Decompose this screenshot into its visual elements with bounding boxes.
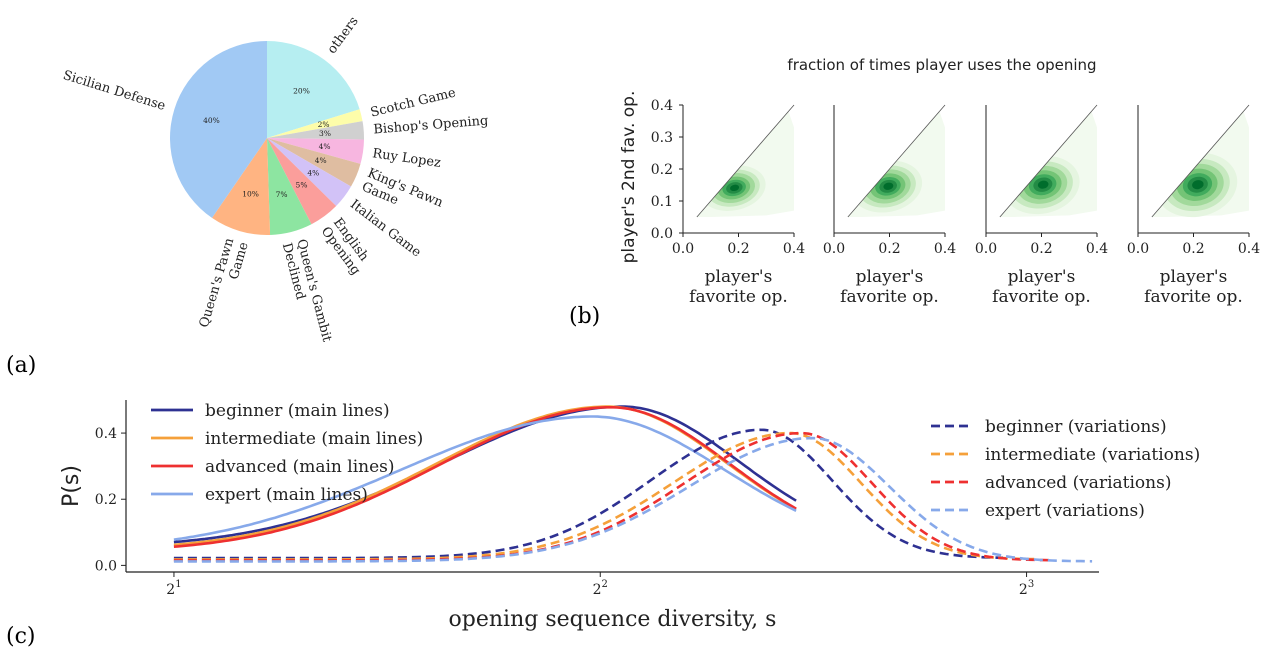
density-contours: [999, 111, 1097, 217]
legend-label: expert (variations): [985, 501, 1145, 521]
diagonal-reference-line: [999, 104, 1098, 218]
x-tick-label: 0.0: [672, 241, 694, 257]
series-line: [173, 428, 1004, 560]
x-tick-label: 0.2: [878, 241, 900, 257]
x-tick-label: 0.2: [727, 241, 749, 257]
pie-slice: [267, 121, 365, 140]
density-contours: [1151, 111, 1249, 218]
series-line: [173, 405, 797, 548]
diagonal-reference-line: [847, 104, 946, 218]
pie-slice-label: Queen's PawnGame: [197, 236, 252, 334]
y-tick-label: 0.2: [95, 492, 117, 508]
y-tick-label: 0.2: [651, 162, 673, 178]
y-axis-label: P(s): [59, 465, 84, 507]
legend-label: beginner (variations): [985, 417, 1167, 437]
pie-percent-label: 7%: [276, 190, 288, 199]
pie-slice-label: EnglishOpening: [318, 215, 375, 278]
diagonal-reference-line: [1151, 104, 1250, 218]
x-tick-label: 22: [593, 579, 608, 598]
y-tick-label: 0.1: [651, 194, 673, 210]
density-level: [883, 182, 894, 190]
x-tick-label: 0.0: [975, 241, 997, 257]
density-subplot: 0.0 0.2 0.4 player's favorite op.: [823, 104, 956, 307]
legend-label: beginner (main lines): [205, 401, 390, 421]
x-tick-label: 0.4: [1238, 241, 1260, 257]
x-tick-label: 0.4: [783, 241, 805, 257]
pie-percent-label: 4%: [307, 169, 319, 178]
panel-label-b: (b): [569, 304, 600, 329]
pie-slice: [267, 138, 361, 187]
pie-slice: [212, 138, 271, 235]
density-subplot: 0.0 0.2 0.4 player's favorite op.: [975, 104, 1108, 307]
diagonal-reference-line: [696, 104, 795, 218]
pie-slice-label: Sicilian Defense: [61, 68, 167, 114]
x-tick-label: 0.0: [823, 241, 845, 257]
x-axis-label: player's favorite op.: [689, 267, 788, 307]
x-axis-label: opening sequence diversity, s: [449, 607, 777, 632]
pie-slice: [267, 109, 363, 138]
density-level: [730, 184, 740, 192]
x-tick-label: 23: [1019, 579, 1034, 598]
y-tick-label: 0.3: [651, 130, 673, 146]
pie-slice: [267, 138, 351, 207]
legend-label: advanced (main lines): [205, 457, 395, 477]
pie-slice: [267, 41, 360, 138]
pie-percent-label: 2%: [318, 120, 330, 129]
x-tick-label: 0.2: [1030, 241, 1052, 257]
legend-label: advanced (variations): [985, 473, 1171, 493]
pie-slice-label: Bishop's Opening: [373, 113, 489, 137]
pie-percent-label: 10%: [242, 189, 259, 198]
pie-percent-label: 20%: [293, 87, 310, 96]
pie-percent-label: 40%: [203, 116, 220, 125]
x-axis-label: player's favorite op.: [992, 267, 1091, 307]
pie-slice-label: Scotch Game: [369, 85, 458, 120]
panel-label-a: (a): [6, 353, 36, 378]
panel-label-c: (c): [6, 624, 36, 648]
legend-main-lines: beginner (main lines) intermediate (main …: [151, 401, 423, 505]
pie-slice: [267, 138, 364, 164]
series-line: [173, 436, 1093, 563]
y-tick-label: 0.0: [651, 226, 673, 242]
density-level: [1037, 180, 1049, 189]
pie-percent-label: 5%: [296, 180, 308, 189]
legend-label: intermediate (variations): [985, 445, 1200, 465]
y-axis-label: player's 2nd fav. op.: [619, 91, 639, 264]
panel-a-pie-chart: 20% others 2% Scotch Game 3% Bishop's Opening…: [61, 14, 489, 348]
legend-variations: beginner (variations) intermediate (varia…: [931, 417, 1200, 521]
x-tick-label: 21: [166, 579, 181, 598]
pie-percent-label: 4%: [315, 156, 327, 165]
y-tick-label: 0.0: [95, 558, 117, 574]
x-tick-label: 0.4: [1086, 241, 1108, 257]
y-tick-label: 0.4: [651, 98, 673, 114]
legend-label: intermediate (main lines): [205, 429, 423, 449]
series-line: [173, 415, 797, 541]
legend-label: expert (main lines): [205, 485, 368, 505]
pie-percent-label: 4%: [319, 142, 331, 151]
pie-slice: [267, 138, 337, 225]
x-tick-label: 0.0: [1127, 241, 1149, 257]
pie-slice-label: others: [325, 14, 362, 57]
density-level: [1192, 180, 1204, 190]
y-tick-label: 0.4: [95, 426, 117, 442]
density-subplot: 0.0 0.2 0.4 player's favorite op. 0.0 0.1 0.2 0.…: [619, 91, 805, 307]
panel-b-density-plots: fraction of times player uses the openin…: [619, 56, 1260, 307]
density-title: fraction of times player uses the openin…: [787, 56, 1096, 74]
x-tick-label: 0.2: [1182, 241, 1204, 257]
pie-slice-label: Queen's GambitDeclined: [279, 238, 335, 348]
pie-percent-label: 3%: [319, 129, 331, 138]
density-subplot: 0.0 0.2 0.4 player's favorite op.: [1127, 104, 1260, 307]
pie-slice-label: Ruy Lopez: [371, 146, 442, 171]
x-axis-label: player's favorite op.: [1144, 267, 1243, 307]
density-contours: [847, 111, 945, 217]
x-axis-label: player's favorite op.: [840, 267, 939, 307]
x-tick-label: 0.4: [934, 241, 956, 257]
pie-slice: [267, 138, 312, 235]
panel-c-line-chart: 0.0 0.2 0.4 21 22 23 opening sequence diversit…: [59, 400, 1200, 632]
pie-slice: [169, 41, 267, 218]
